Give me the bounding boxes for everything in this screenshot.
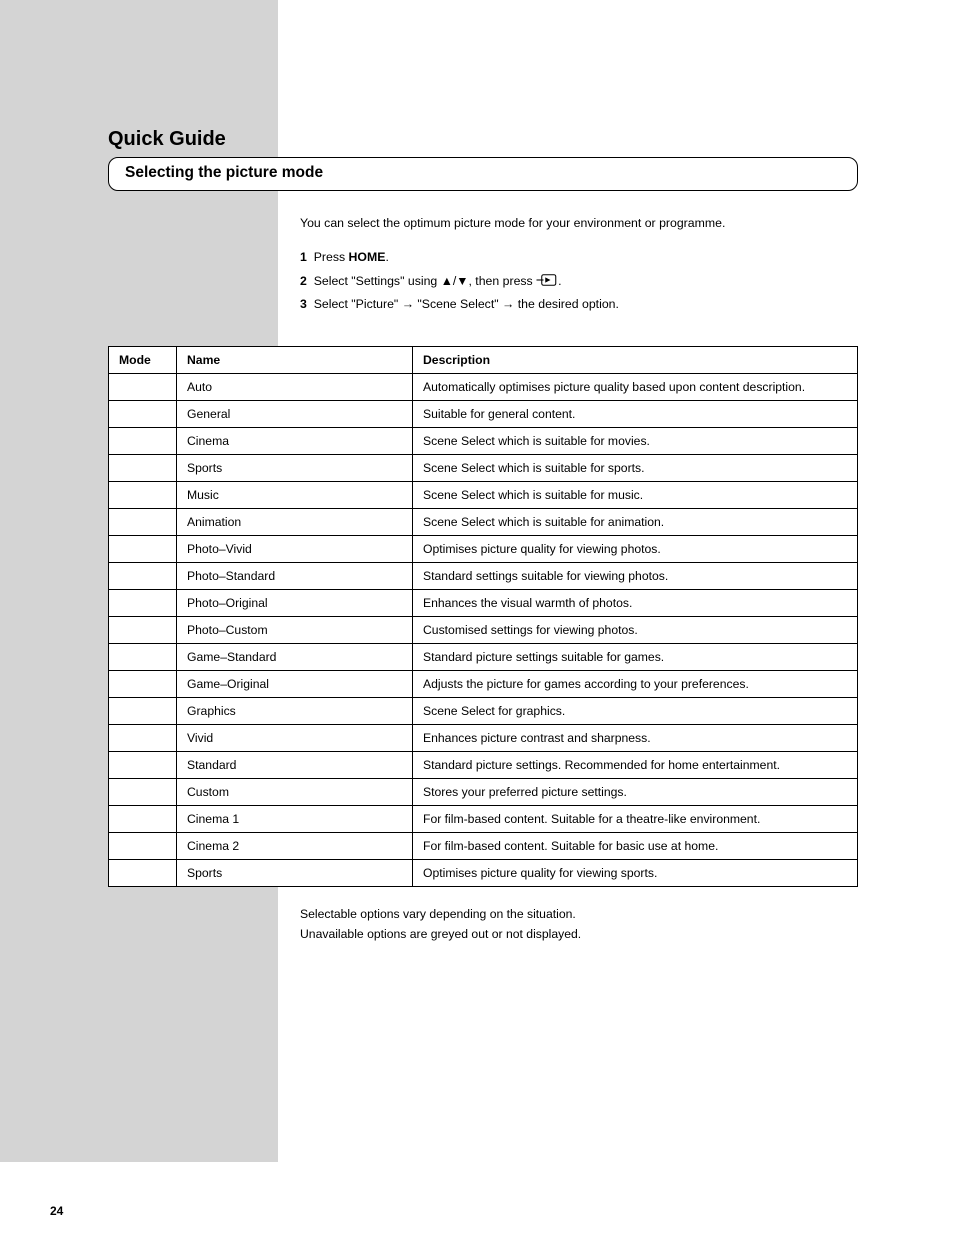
desc-cell: Scene Select which is suitable for anima… <box>413 509 858 536</box>
heading-bar: Selecting the picture mode <box>108 157 858 191</box>
instructions: You can select the optimum picture mode … <box>300 213 858 314</box>
step-2: 2 Select "Settings" using ▲/▼, then pres… <box>300 271 858 291</box>
mode-cell <box>109 509 177 536</box>
step-text: Select "Picture" → "Scene Select" → the … <box>314 297 619 311</box>
step-1: 1 Press HOME. <box>300 247 858 267</box>
mode-cell <box>109 752 177 779</box>
desc-cell: Standard picture settings. Recommended f… <box>413 752 858 779</box>
table-row: VividEnhances picture contrast and sharp… <box>109 725 858 752</box>
mode-cell <box>109 590 177 617</box>
name-cell: Cinema <box>177 428 413 455</box>
table-row: AnimationScene Select which is suitable … <box>109 509 858 536</box>
mode-cell <box>109 563 177 590</box>
mode-cell <box>109 536 177 563</box>
table-row: Cinema 1For film-based content. Suitable… <box>109 806 858 833</box>
name-cell: Custom <box>177 779 413 806</box>
name-cell: Game–Original <box>177 671 413 698</box>
mode-cell <box>109 644 177 671</box>
step-num: 2 <box>300 274 307 288</box>
table-row: Photo–OriginalEnhances the visual warmth… <box>109 590 858 617</box>
mode-cell <box>109 374 177 401</box>
desc-cell: Scene Select for graphics. <box>413 698 858 725</box>
mode-cell <box>109 698 177 725</box>
footer-note: Selectable options vary depending on the… <box>300 905 858 944</box>
name-cell: Sports <box>177 455 413 482</box>
col-header-name: Name <box>177 347 413 374</box>
table-header-row: Mode Name Description <box>109 347 858 374</box>
desc-cell: Scene Select which is suitable for sport… <box>413 455 858 482</box>
desc-cell: Stores your preferred picture settings. <box>413 779 858 806</box>
mode-cell <box>109 482 177 509</box>
name-cell: Vivid <box>177 725 413 752</box>
desc-cell: Enhances the visual warmth of photos. <box>413 590 858 617</box>
desc-cell: Suitable for general content. <box>413 401 858 428</box>
col-header-mode: Mode <box>109 347 177 374</box>
name-cell: Standard <box>177 752 413 779</box>
desc-cell: For film-based content. Suitable for a t… <box>413 806 858 833</box>
table-row: Photo–CustomCustomised settings for view… <box>109 617 858 644</box>
mode-cell <box>109 833 177 860</box>
table-row: Photo–VividOptimises picture quality for… <box>109 536 858 563</box>
mode-cell <box>109 428 177 455</box>
mode-cell <box>109 725 177 752</box>
step-num: 1 <box>300 250 307 264</box>
mode-cell <box>109 671 177 698</box>
table-row: GeneralSuitable for general content. <box>109 401 858 428</box>
name-cell: Cinema 1 <box>177 806 413 833</box>
table-row: Game–StandardStandard picture settings s… <box>109 644 858 671</box>
table-row: Photo–StandardStandard settings suitable… <box>109 563 858 590</box>
table-row: SportsScene Select which is suitable for… <box>109 455 858 482</box>
mode-cell <box>109 401 177 428</box>
desc-cell: Scene Select which is suitable for movie… <box>413 428 858 455</box>
name-cell: Animation <box>177 509 413 536</box>
desc-cell: Standard settings suitable for viewing p… <box>413 563 858 590</box>
table-row: Game–OriginalAdjusts the picture for gam… <box>109 671 858 698</box>
step-text: Press HOME. <box>314 250 389 264</box>
enter-icon <box>536 273 558 287</box>
name-cell: General <box>177 401 413 428</box>
table-row: SportsOptimises picture quality for view… <box>109 860 858 887</box>
desc-cell: Optimises picture quality for viewing sp… <box>413 860 858 887</box>
page-content: Quick Guide Selecting the picture mode Y… <box>0 0 954 1254</box>
step-3: 3 Select "Picture" → "Scene Select" → th… <box>300 294 858 314</box>
col-header-desc: Description <box>413 347 858 374</box>
mode-cell <box>109 806 177 833</box>
table-row: StandardStandard picture settings. Recom… <box>109 752 858 779</box>
table-row: CustomStores your preferred picture sett… <box>109 779 858 806</box>
name-cell: Photo–Original <box>177 590 413 617</box>
name-cell: Graphics <box>177 698 413 725</box>
desc-cell: Automatically optimises picture quality … <box>413 374 858 401</box>
name-cell: Photo–Custom <box>177 617 413 644</box>
desc-cell: For film-based content. Suitable for bas… <box>413 833 858 860</box>
desc-cell: Enhances picture contrast and sharpness. <box>413 725 858 752</box>
intro-text: You can select the optimum picture mode … <box>300 213 858 233</box>
desc-cell: Scene Select which is suitable for music… <box>413 482 858 509</box>
table-row: GraphicsScene Select for graphics. <box>109 698 858 725</box>
mode-cell <box>109 860 177 887</box>
mode-cell <box>109 617 177 644</box>
name-cell: Sports <box>177 860 413 887</box>
section-title: Quick Guide <box>108 128 858 151</box>
page-number: 24 <box>50 1204 63 1218</box>
step-text: Select "Settings" using ▲/▼, then press … <box>314 274 562 288</box>
table-row: Cinema 2For film-based content. Suitable… <box>109 833 858 860</box>
name-cell: Music <box>177 482 413 509</box>
desc-cell: Adjusts the picture for games according … <box>413 671 858 698</box>
mode-cell <box>109 779 177 806</box>
modes-table: Mode Name Description AutoAutomatically … <box>108 346 858 887</box>
table-row: MusicScene Select which is suitable for … <box>109 482 858 509</box>
name-cell: Cinema 2 <box>177 833 413 860</box>
table-row: CinemaScene Select which is suitable for… <box>109 428 858 455</box>
step-num: 3 <box>300 297 307 311</box>
name-cell: Game–Standard <box>177 644 413 671</box>
mode-cell <box>109 455 177 482</box>
name-cell: Photo–Standard <box>177 563 413 590</box>
desc-cell: Customised settings for viewing photos. <box>413 617 858 644</box>
name-cell: Photo–Vivid <box>177 536 413 563</box>
name-cell: Auto <box>177 374 413 401</box>
desc-cell: Standard picture settings suitable for g… <box>413 644 858 671</box>
desc-cell: Optimises picture quality for viewing ph… <box>413 536 858 563</box>
table-row: AutoAutomatically optimises picture qual… <box>109 374 858 401</box>
